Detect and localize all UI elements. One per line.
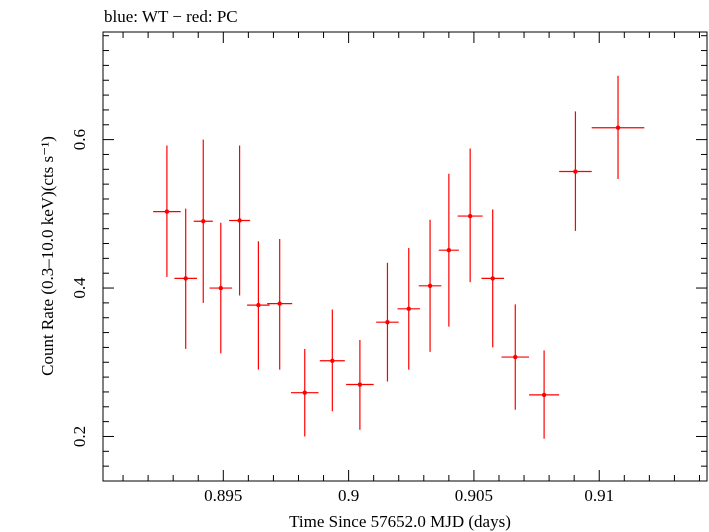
data-marker — [237, 218, 242, 223]
data-point — [529, 350, 560, 439]
data-point — [229, 145, 251, 296]
data-marker — [427, 283, 433, 289]
data-point — [376, 262, 399, 382]
data-points — [153, 75, 645, 439]
data-point — [319, 309, 345, 412]
data-marker — [330, 358, 335, 363]
data-marker — [183, 276, 188, 281]
data-marker — [357, 382, 363, 387]
x-tick-label: 0.905 — [455, 486, 493, 505]
data-marker — [615, 125, 621, 130]
data-point — [481, 209, 504, 348]
y-tick-label: 0.6 — [70, 129, 89, 150]
data-point — [290, 348, 319, 437]
data-point — [501, 304, 530, 410]
y-tick-label: 0.2 — [70, 426, 89, 447]
axis-ticks: 0.895 0.9 0.905 0.91 0.2 0.4 0.6 — [70, 32, 707, 505]
data-marker — [467, 213, 473, 219]
data-marker — [164, 209, 170, 214]
data-point — [247, 241, 270, 370]
data-marker — [541, 392, 547, 398]
data-marker — [256, 302, 261, 308]
data-marker — [302, 390, 307, 395]
x-tick-label: 0.91 — [584, 486, 614, 505]
chart-title: blue: WT − red: PC — [104, 7, 238, 26]
data-point — [174, 208, 197, 349]
data-point — [559, 111, 592, 231]
data-marker — [406, 306, 411, 312]
data-marker — [513, 354, 518, 360]
data-point — [438, 173, 459, 327]
plot-frame — [102, 31, 708, 482]
data-point — [193, 139, 213, 303]
data-point — [209, 222, 233, 354]
data-marker — [446, 247, 452, 253]
x-tick-label: 0.9 — [338, 486, 359, 505]
axes-frame — [102, 31, 708, 482]
y-tick-label: 0.4 — [70, 277, 89, 299]
data-point — [153, 145, 181, 277]
data-marker — [201, 219, 206, 224]
x-tick-label: 0.895 — [204, 486, 242, 505]
data-point — [267, 239, 293, 370]
data-point — [346, 339, 374, 430]
data-point — [418, 219, 442, 352]
data-point — [397, 247, 421, 370]
data-point — [591, 75, 645, 179]
data-marker — [385, 319, 390, 325]
data-marker — [277, 301, 282, 306]
data-marker — [573, 169, 578, 174]
data-marker — [490, 276, 495, 281]
y-axis-label: Count Rate (0.3–10.0 keV)(cts s⁻¹) — [38, 136, 57, 376]
data-marker — [218, 285, 223, 291]
x-axis-label: Time Since 57652.0 MJD (days) — [289, 512, 511, 531]
data-point — [457, 148, 483, 283]
